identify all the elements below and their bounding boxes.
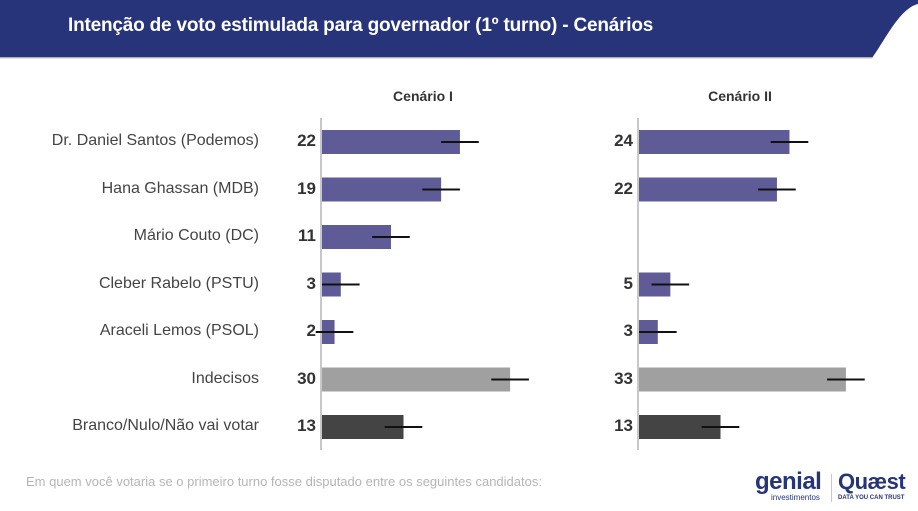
question-footnote: Em quem você votaria se o primeiro turno… <box>26 474 542 489</box>
value-label: 33 <box>614 368 633 388</box>
page-title: Intenção de voto estimulada para governa… <box>68 15 654 36</box>
header-banner: Intenção de voto estimulada para governa… <box>0 0 918 60</box>
bar <box>322 367 511 392</box>
genial-logo-text: genial <box>755 468 822 495</box>
genial-logo: genial investimentos <box>755 468 822 502</box>
bar <box>639 367 846 392</box>
value-label: 19 <box>297 178 316 198</box>
value-label: 3 <box>306 273 316 293</box>
bar <box>322 177 442 202</box>
header-background <box>0 0 918 59</box>
value-label: 22 <box>614 178 633 198</box>
scenario-title: Cenário II <box>708 88 772 104</box>
logo-divider <box>831 474 832 502</box>
value-label: 2 <box>306 321 316 340</box>
category-label: Hana Ghassan (MDB) <box>101 179 259 197</box>
bar <box>639 130 790 154</box>
value-label: 5 <box>623 273 633 293</box>
quaest-logo: Quæst DATA YOU CAN TRUST <box>838 469 906 502</box>
quaest-logo-text: Quæst <box>838 469 906 494</box>
value-label: 13 <box>297 416 316 435</box>
value-label: 24 <box>614 131 633 150</box>
category-label: Mário Couto (DC) <box>133 227 259 244</box>
category-label: Branco/Nulo/Não vai votar <box>72 417 259 434</box>
genial-logo-subtext: investimentos <box>771 493 820 502</box>
bar <box>322 130 460 154</box>
bar <box>639 177 777 202</box>
quaest-logo-subtext: DATA YOU CAN TRUST <box>838 495 905 501</box>
scenario-title: Cenário I <box>393 88 453 104</box>
category-label: Araceli Lemos (PSOL) <box>99 322 259 339</box>
value-label: 3 <box>623 321 633 340</box>
value-label: 11 <box>298 226 316 245</box>
category-label: Indecisos <box>191 369 259 387</box>
category-label: Cleber Rabelo (PSTU) <box>98 274 259 292</box>
value-label: 13 <box>614 416 633 435</box>
value-label: 30 <box>297 368 316 388</box>
value-label: 22 <box>297 131 316 150</box>
category-label: Dr. Daniel Santos (Podemos) <box>51 132 259 149</box>
